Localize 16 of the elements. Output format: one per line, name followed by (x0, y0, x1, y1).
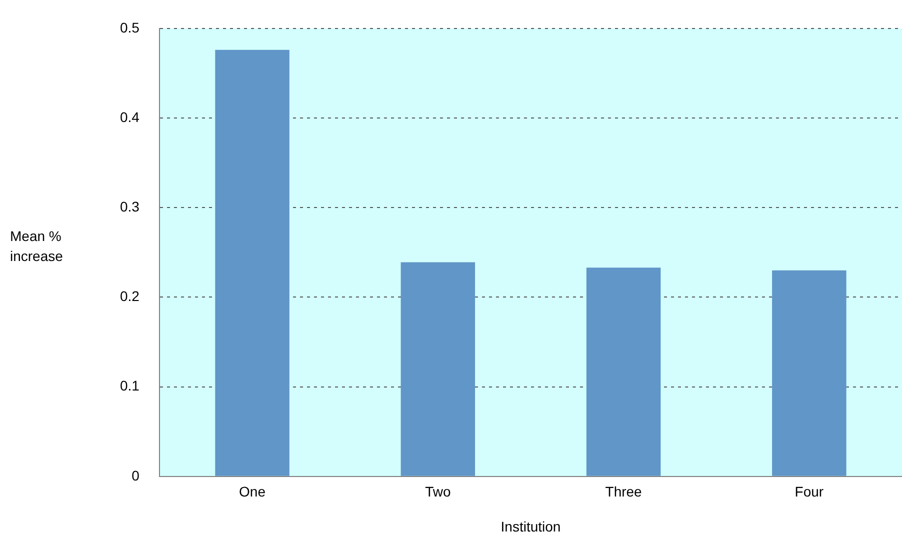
y-tick-label: 0.2 (120, 288, 140, 304)
y-tick-label: 0 (132, 467, 140, 484)
y-axis-title: Mean % increase (10, 227, 64, 266)
x-tick-label: Four (794, 484, 824, 500)
bar (586, 268, 661, 476)
y-tick-label: 0.4 (120, 108, 140, 125)
x-tick-label: Two (425, 484, 451, 500)
y-tick-label: 0.1 (120, 378, 140, 394)
bar (772, 270, 846, 476)
bar (400, 262, 476, 476)
x-tick-label: Three (605, 484, 642, 500)
x-tick-label: One (239, 484, 266, 500)
y-tick-label: 0.3 (120, 198, 140, 214)
x-axis-title: Institution (500, 518, 561, 534)
bar (215, 50, 290, 476)
y-tick-label: 0.5 (120, 19, 140, 36)
